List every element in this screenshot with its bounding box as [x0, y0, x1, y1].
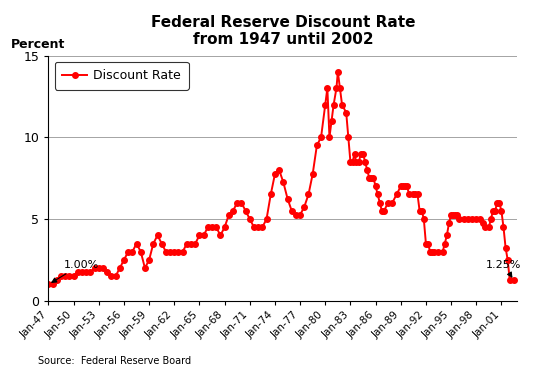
Text: Source:  Federal Reserve Board: Source: Federal Reserve Board	[38, 356, 191, 366]
Text: 1.25%: 1.25%	[487, 260, 522, 277]
Text: 1.00%: 1.00%	[52, 260, 99, 282]
Discount Rate	[45, 282, 52, 287]
Discount Rate	[343, 111, 349, 115]
Discount Rate	[374, 192, 381, 197]
Discount Rate	[226, 213, 232, 217]
Text: Percent: Percent	[11, 38, 65, 51]
Discount Rate	[326, 135, 333, 139]
Discount Rate	[511, 278, 517, 283]
Line: Discount Rate: Discount Rate	[46, 69, 517, 287]
Discount Rate	[473, 217, 480, 221]
Title: Federal Reserve Discount Rate
from 1947 until 2002: Federal Reserve Discount Rate from 1947 …	[151, 15, 415, 47]
Discount Rate	[335, 70, 341, 74]
Discount Rate	[381, 209, 387, 213]
Legend: Discount Rate: Discount Rate	[55, 62, 189, 90]
